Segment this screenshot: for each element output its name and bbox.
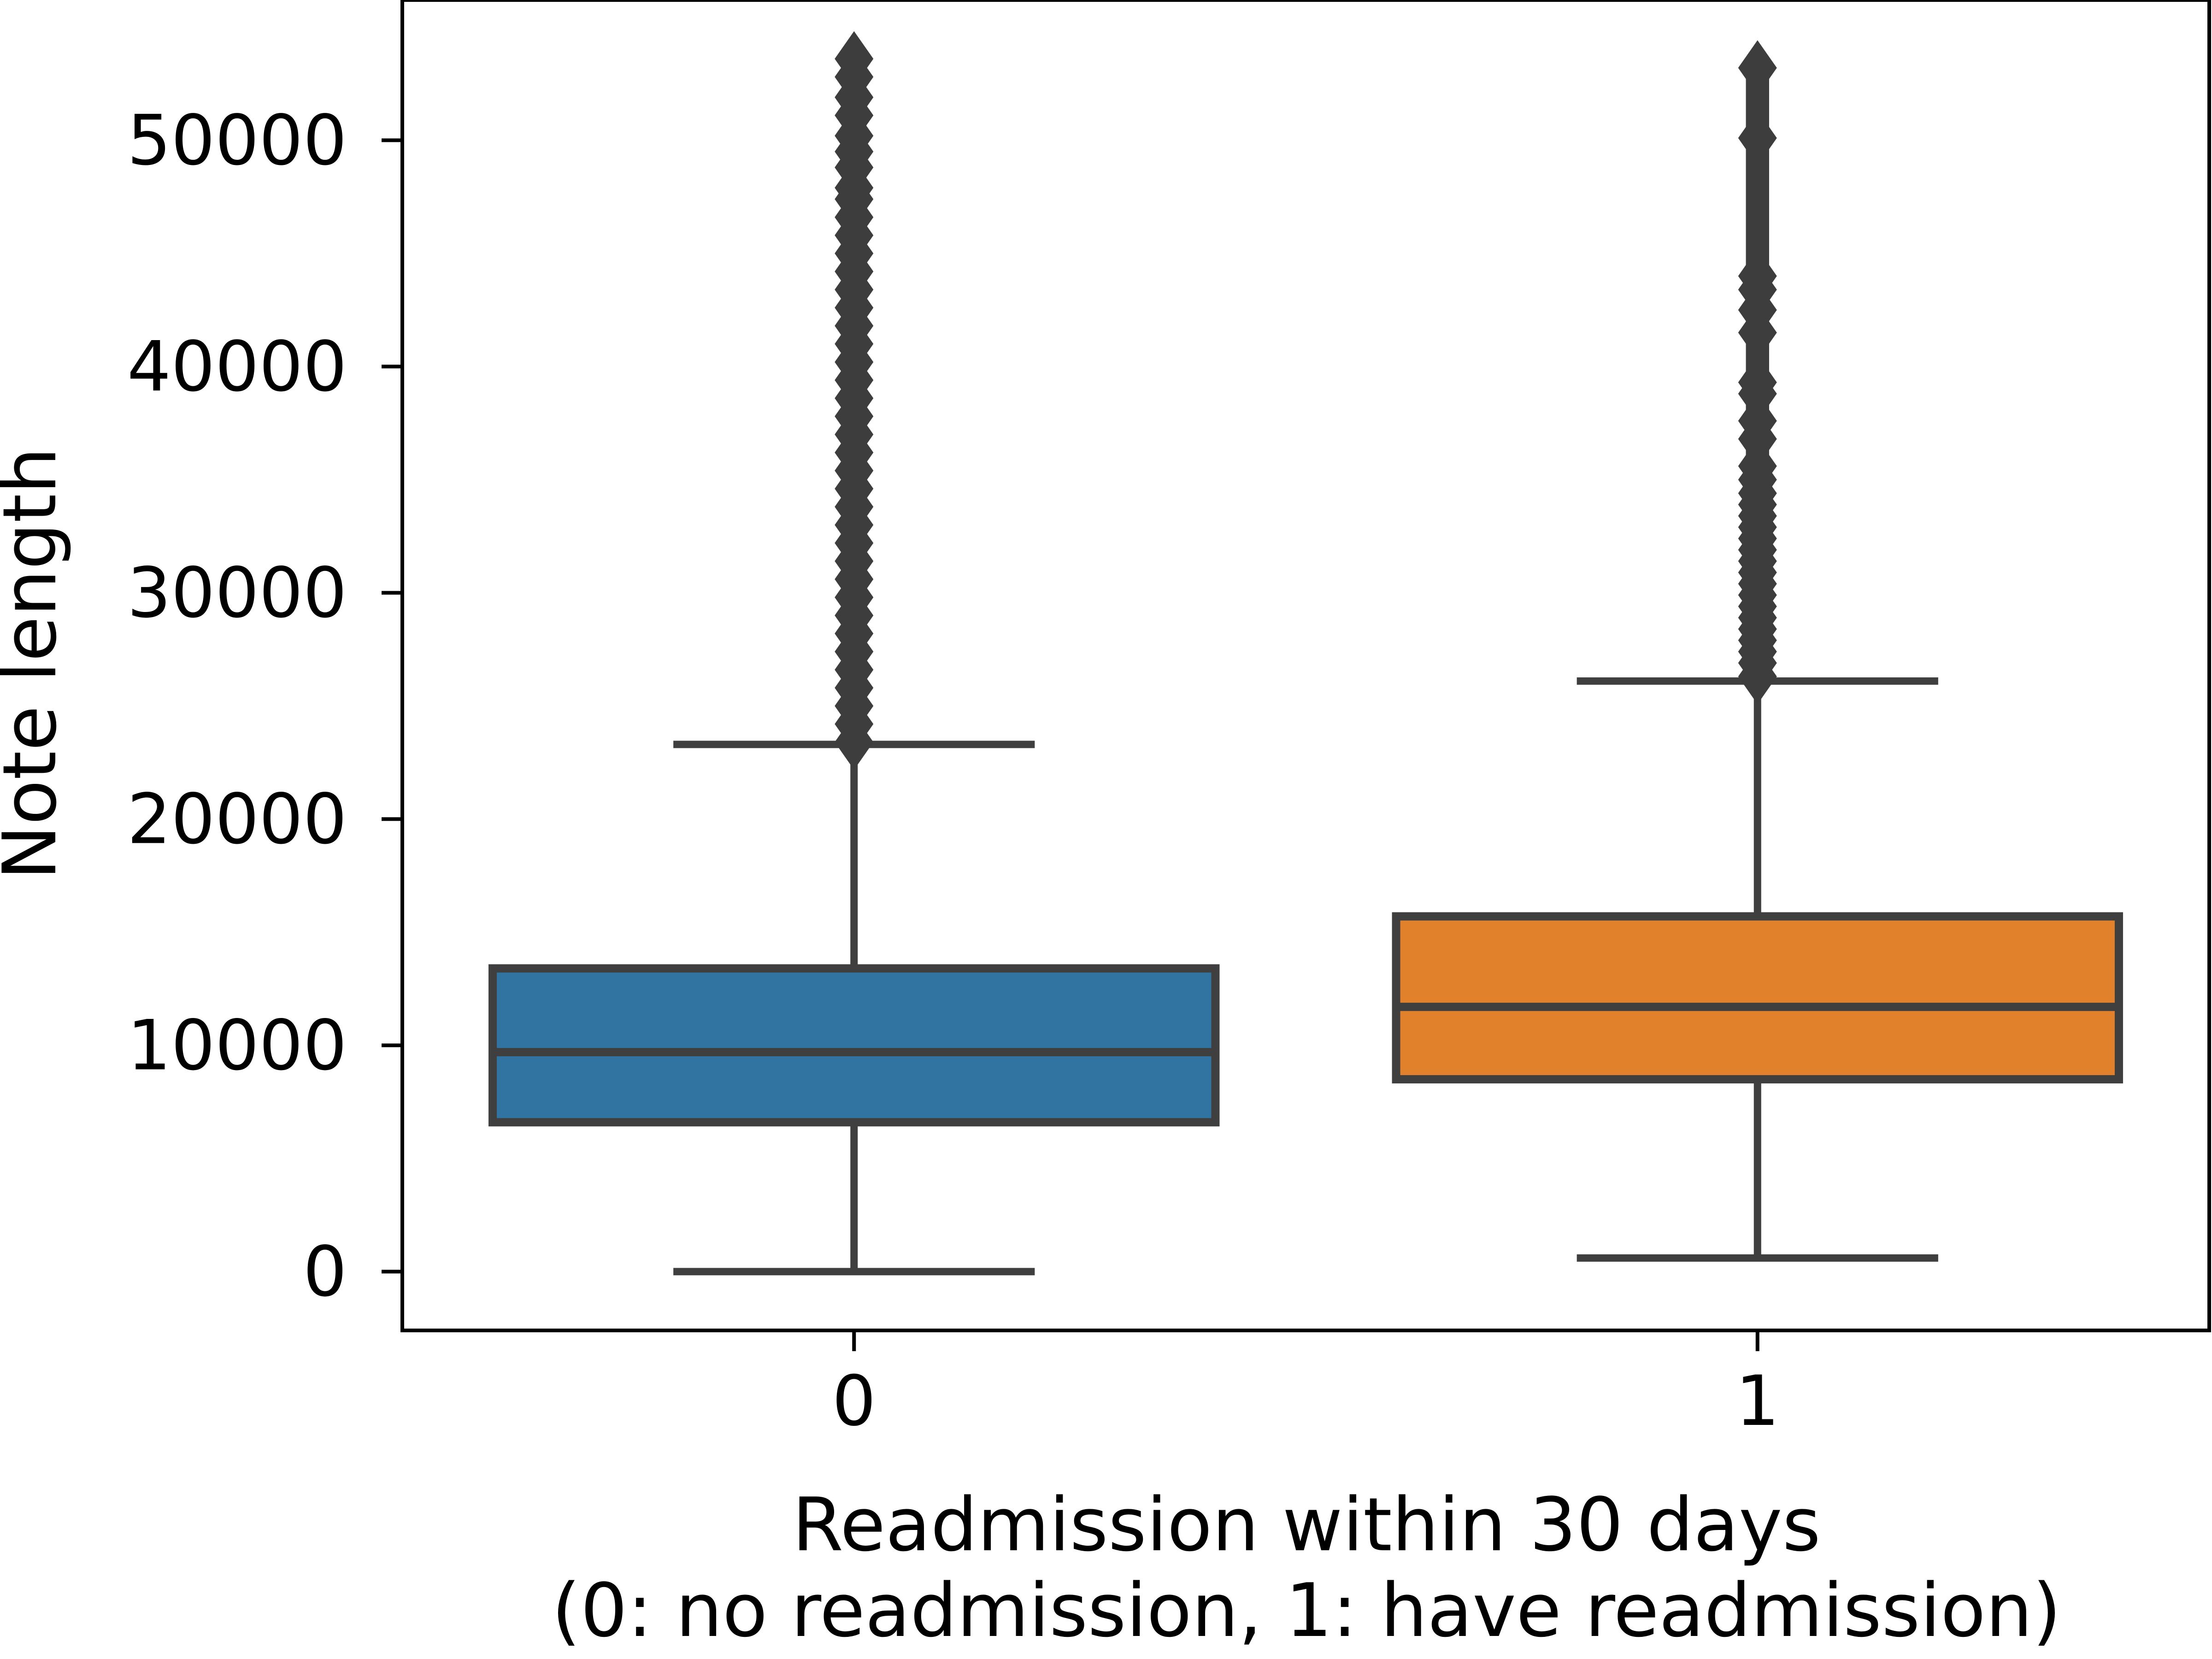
outlier-point	[1738, 248, 1777, 304]
outlier-point	[1738, 354, 1777, 410]
y-tick-label: 10000	[127, 1006, 347, 1086]
y-tick-label: 20000	[127, 779, 347, 859]
boxes-layer	[488, 677, 2123, 1276]
y-axis-label: Note length	[0, 447, 73, 880]
y-tick-label: 0	[303, 1232, 347, 1312]
plot-frame	[400, 0, 2211, 1332]
x-axis-label: Readmission within 30 days	[792, 1482, 1821, 1568]
box-1	[1392, 912, 2123, 1084]
outliers-layer	[835, 31, 1777, 770]
y-axis-ticks: 0 10000 20000 30000 40000 50000	[127, 100, 402, 1312]
box-group-1	[1392, 677, 2123, 1262]
x-tick-label: 1	[1735, 1361, 1779, 1441]
x-axis-label-line2: (0: no readmission, 1: have readmission)	[552, 1567, 2061, 1653]
y-tick-label: 30000	[127, 553, 347, 633]
x-tick-label: 0	[832, 1361, 876, 1441]
outlier-point	[835, 31, 874, 87]
y-tick-label: 40000	[127, 327, 347, 407]
outlier-point	[1738, 40, 1777, 96]
outliers-0	[835, 31, 874, 770]
box-group-0	[488, 741, 1220, 1276]
box-0	[488, 964, 1220, 1127]
outliers-1	[1738, 40, 1777, 705]
outlier-point	[1738, 110, 1777, 166]
y-tick-label: 50000	[127, 100, 347, 181]
